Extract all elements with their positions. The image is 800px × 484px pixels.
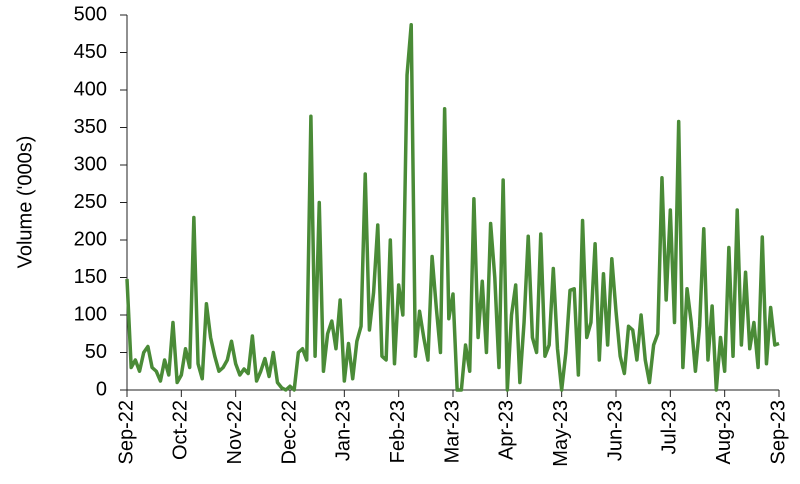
y-tick-label: 400 [74, 78, 107, 100]
x-tick-label: Jul-23 [659, 400, 681, 454]
y-tick-label: 50 [85, 341, 107, 363]
x-tick-label: Feb-23 [387, 400, 409, 463]
x-tick-label: May-23 [550, 400, 572, 467]
x-tick-label: Jan-23 [333, 400, 355, 461]
x-tick-label: Oct-22 [170, 400, 192, 460]
y-axis-title: Volume ('000s) [14, 136, 36, 269]
y-tick-label: 450 [74, 41, 107, 63]
x-tick-label: Nov-22 [224, 400, 246, 464]
y-tick-label: 200 [74, 228, 107, 250]
x-tick-label: Sep-23 [767, 400, 789, 465]
y-tick-label: 500 [74, 3, 107, 25]
y-tick-label: 0 [96, 378, 107, 400]
x-tick-label: Jun-23 [604, 400, 626, 461]
x-tick-label: Sep-22 [115, 400, 137, 465]
data-line [125, 23, 780, 392]
x-tick-label: Apr-23 [496, 400, 518, 460]
x-tick-label: Mar-23 [441, 400, 463, 463]
y-tick-label: 100 [74, 303, 107, 325]
x-tick-label: Dec-22 [278, 400, 300, 464]
y-tick-label: 350 [74, 116, 107, 138]
y-tick-label: 250 [74, 191, 107, 213]
y-tick-label: 300 [74, 153, 107, 175]
x-tick-label: Aug-23 [713, 400, 735, 465]
y-tick-label: 150 [74, 266, 107, 288]
